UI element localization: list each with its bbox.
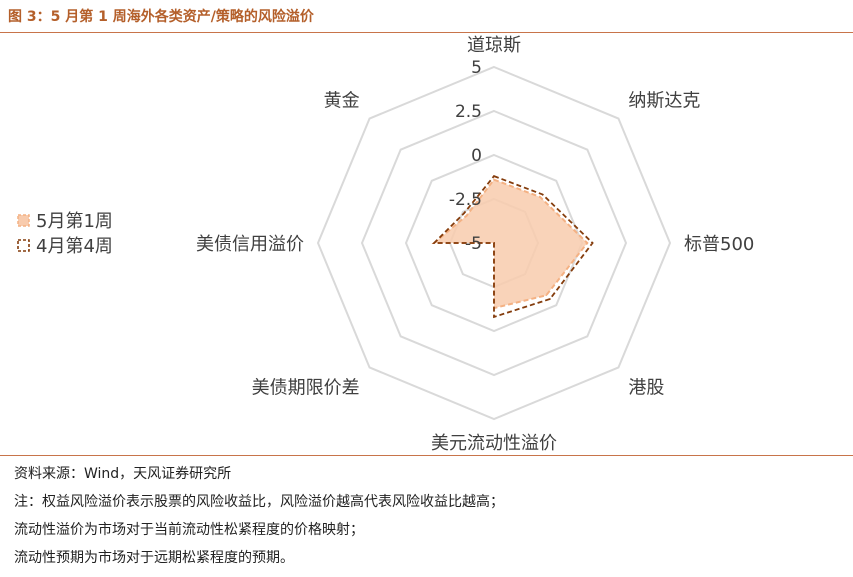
tick-label-3: 2.5 <box>455 102 482 122</box>
category-label-0: 道琼斯 <box>467 35 521 56</box>
chart-title: 图 3：5 月第 1 周海外各类资产/策略的风险溢价 <box>8 9 314 25</box>
footer-divider <box>0 455 853 456</box>
category-label-1: 纳斯达克 <box>628 91 700 112</box>
point-1-3 <box>549 298 551 300</box>
category-label-2: 标普500 <box>684 234 754 255</box>
grid-ring-3 <box>360 109 628 377</box>
legend-swatch-0 <box>17 214 30 227</box>
point-0-7 <box>465 214 468 217</box>
category-label-7: 黄金 <box>324 91 360 112</box>
note-line-1: 注：权益风险溢价表示股票的风险收益比，风险溢价越高代表风险收益比越高； <box>14 494 504 510</box>
legend-swatch-1 <box>17 239 30 252</box>
tick-label-0: -5 <box>465 234 482 254</box>
point-1-5 <box>493 242 495 244</box>
source-note: 资料来源：Wind，天风证券研究所 <box>14 466 232 482</box>
grid-ring-2 <box>404 153 584 333</box>
point-1-4 <box>493 316 495 318</box>
category-label-3: 港股 <box>628 377 664 398</box>
legend-label-1: 4月第4周 <box>36 236 113 257</box>
point-0-0 <box>493 178 495 181</box>
note-line-3: 流动性预期为市场对于远期松紧程度的预期。 <box>14 550 294 566</box>
point-1-0 <box>493 175 495 177</box>
note-line-2: 流动性溢价为市场对于当前流动性松紧程度的价格映射； <box>14 522 364 538</box>
category-label-5: 美债期限价差 <box>252 377 360 398</box>
footer-notes: 资料来源：Wind，天风证券研究所 注：权益风险溢价表示股票的风险收益比，风险溢… <box>14 460 844 572</box>
tick-label-2: 0 <box>471 146 482 166</box>
grid-ring-4 <box>316 65 672 421</box>
tick-label-1: -2.5 <box>449 190 482 210</box>
point-1-1 <box>541 193 544 196</box>
tick-label-4: 5 <box>471 58 482 78</box>
point-1-2 <box>591 242 594 244</box>
title-divider <box>0 32 853 33</box>
point-0-3 <box>545 294 548 297</box>
legend-label-0: 5月第1周 <box>36 211 113 232</box>
point-0-2 <box>586 242 589 244</box>
category-label-4: 美元流动性溢价 <box>431 433 557 453</box>
point-1-7 <box>463 212 465 214</box>
point-1-6 <box>433 242 435 244</box>
category-label-6: 美债信用溢价 <box>196 234 304 255</box>
point-0-1 <box>539 196 541 198</box>
